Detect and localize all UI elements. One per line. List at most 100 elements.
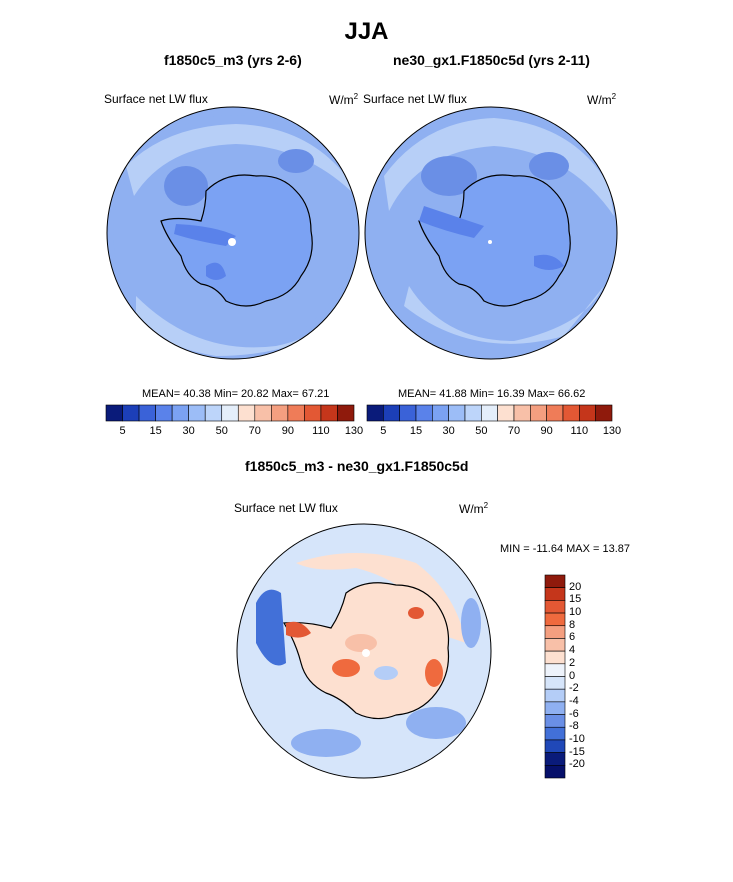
colorbar-swatch — [122, 404, 140, 422]
panel2-variable: Surface net LW flux — [363, 92, 467, 106]
colorbar-swatch — [304, 404, 322, 422]
colorbar-swatch — [188, 404, 206, 422]
colorbar-swatch — [544, 638, 566, 652]
panel1-colorbar — [105, 404, 355, 422]
diff-colorbar — [544, 574, 566, 779]
colorbar-level-label: 2 — [569, 656, 576, 669]
colorbar-swatch — [513, 404, 531, 422]
colorbar-level-label: 4 — [569, 644, 576, 657]
colorbar-tick-label: 50 — [215, 425, 228, 437]
panel2-stats: MEAN= 41.88 Min= 16.39 Max= 66.62 — [398, 388, 586, 400]
colorbar-swatch — [254, 404, 272, 422]
panel1-unit: W/m2 — [329, 92, 359, 107]
colorbar-swatch — [171, 404, 189, 422]
panel2-map — [364, 106, 618, 360]
colorbar-swatch — [399, 404, 417, 422]
colorbar-swatch — [544, 765, 566, 779]
colorbar-level-label: -10 — [569, 732, 585, 745]
colorbar-tick-label: 90 — [540, 425, 553, 437]
colorbar-level-label: 20 — [569, 580, 582, 593]
panel2-unit: W/m2 — [587, 92, 617, 107]
colorbar-swatch — [544, 739, 566, 753]
colorbar-level-label: -4 — [569, 694, 579, 707]
panel2-colorbar — [366, 404, 613, 422]
colorbar-swatch — [464, 404, 482, 422]
diff-unit: W/m2 — [459, 501, 489, 516]
colorbar-swatch — [530, 404, 547, 422]
diff-variable: Surface net LW flux — [234, 501, 338, 515]
colorbar-tick-label: 5 — [380, 425, 387, 437]
colorbar-swatch — [497, 404, 515, 422]
colorbar-level-label: -2 — [569, 682, 579, 695]
colorbar-tick-label: 15 — [149, 425, 162, 437]
colorbar-tick-label: 130 — [602, 425, 622, 437]
colorbar-swatch — [138, 404, 156, 422]
colorbar-level-label: -6 — [569, 707, 579, 720]
colorbar-level-label: 0 — [569, 669, 576, 682]
colorbar-swatch — [432, 404, 449, 422]
colorbar-tick-label: 30 — [182, 425, 195, 437]
colorbar-swatch — [320, 404, 338, 422]
colorbar-swatch — [546, 404, 564, 422]
colorbar-tick-label: 50 — [475, 425, 488, 437]
colorbar-swatch — [337, 404, 355, 422]
colorbar-level-label: 15 — [569, 593, 582, 606]
diff-subtitle: f1850c5_m3 - ne30_gx1.F1850c5d — [245, 458, 469, 474]
panel1-map — [106, 106, 360, 360]
diff-map — [236, 523, 492, 779]
diff-colorbar-ticks: 20 15 10 8 6 4 2 0 -2 -4 -6 -8 -10 -15 -20 — [569, 575, 609, 778]
colorbar-level-label: -20 — [569, 758, 585, 771]
colorbar-swatch — [383, 404, 400, 422]
colorbar-swatch — [105, 404, 123, 422]
panel1-subtitle: f1850c5_m3 (yrs 2-6) — [164, 52, 302, 68]
panel2-subtitle: ne30_gx1.F1850c5d (yrs 2-11) — [393, 52, 590, 68]
colorbar-swatch — [544, 600, 566, 614]
colorbar-swatch — [544, 688, 566, 703]
colorbar-level-label: -8 — [569, 720, 579, 733]
colorbar-tick-label: 130 — [344, 425, 364, 437]
colorbar-swatch — [562, 404, 580, 422]
colorbar-swatch — [366, 404, 384, 422]
colorbar-tick-label: 5 — [119, 425, 126, 437]
colorbar-swatch — [221, 404, 239, 422]
colorbar-swatch — [544, 701, 566, 715]
colorbar-level-label: -15 — [569, 745, 585, 758]
colorbar-swatch — [481, 404, 498, 422]
colorbar-swatch — [595, 404, 613, 422]
light-band-south — [136, 296, 346, 356]
colorbar-swatch — [287, 404, 305, 422]
colorbar-level-label: 8 — [569, 618, 576, 631]
panel1-colorbar-ticks: 5 15 30 50 70 90 110 130 — [106, 425, 363, 439]
colorbar-swatch — [271, 404, 289, 422]
colorbar-swatch — [579, 404, 596, 422]
panel1-variable: Surface net LW flux — [104, 92, 208, 106]
colorbar-tick-label: 70 — [507, 425, 521, 437]
antarctica — [160, 174, 313, 307]
colorbar-swatch — [448, 404, 466, 422]
colorbar-swatch — [237, 404, 256, 422]
panel2-colorbar-ticks: 5 15 30 50 70 90 110 130 — [367, 425, 621, 439]
colorbar-swatch — [544, 726, 566, 741]
colorbar-swatch — [204, 404, 223, 422]
colorbar-swatch — [155, 404, 173, 422]
colorbar-tick-label: 90 — [281, 425, 294, 437]
colorbar-swatch — [544, 587, 566, 601]
colorbar-tick-label: 110 — [570, 425, 589, 437]
colorbar-swatch — [544, 574, 566, 588]
colorbar-swatch — [544, 612, 566, 627]
panel1-stats: MEAN= 40.38 Min= 20.82 Max= 67.21 — [142, 388, 330, 400]
colorbar-level-label: 10 — [569, 606, 582, 619]
colorbar-tick-label: 30 — [442, 425, 455, 437]
colorbar-swatch — [544, 752, 566, 766]
colorbar-swatch — [544, 663, 566, 677]
figure-title: JJA — [344, 18, 389, 45]
diff-stats: MIN = -11.64 MAX = 13.87 — [500, 543, 631, 555]
colorbar-tick-label: 70 — [248, 425, 261, 437]
colorbar-tick-label: 15 — [409, 425, 423, 437]
colorbar-tick-label: 110 — [312, 425, 330, 437]
colorbar-swatch — [415, 404, 433, 422]
colorbar-level-label: 6 — [569, 631, 576, 644]
colorbar-swatch — [544, 714, 566, 728]
colorbar-swatch — [544, 650, 566, 665]
colorbar-swatch — [544, 676, 566, 690]
